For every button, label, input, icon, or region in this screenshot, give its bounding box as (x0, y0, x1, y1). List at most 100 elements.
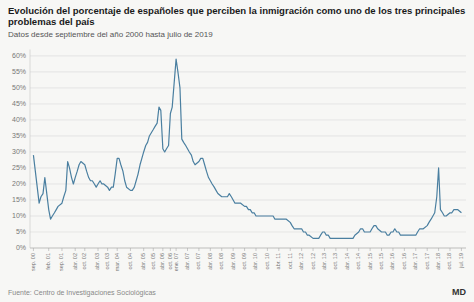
x-tick (324, 248, 325, 251)
x-tick-label: sep. 00 (30, 253, 36, 271)
x-tick (33, 248, 34, 251)
x-tick (255, 248, 256, 251)
x-tick (404, 248, 405, 251)
x-tick-label: oct. 03 (104, 253, 110, 270)
x-tick (98, 248, 99, 251)
x-tick (301, 248, 302, 251)
x-tick (461, 248, 462, 251)
grid-line (30, 248, 466, 249)
grid-line (30, 55, 466, 56)
x-tick-label: abr. 09 (230, 253, 236, 270)
grid-line (30, 167, 466, 168)
x-tick (75, 248, 76, 251)
x-tick (233, 248, 234, 251)
x-tick-label: abr. 05 (140, 253, 146, 270)
y-tick-label: 50% (12, 84, 26, 91)
x-tick-label: ene. 07 (173, 253, 179, 271)
y-tick-label: 60% (12, 52, 26, 59)
x-tick-label: oct. 08 (218, 253, 224, 270)
footer: Fuente: Centro de Investigaciones Sociol… (8, 289, 156, 297)
x-tick (143, 248, 144, 251)
x-tick (267, 248, 268, 251)
grid-line (30, 215, 466, 216)
title-line: Evolución del porcentaje de españoles qu… (8, 5, 465, 16)
x-tick-label: oct. 10 (264, 253, 270, 270)
x-tick-label: abr. 18 (435, 253, 441, 270)
x-tick-label: oct. 15 (378, 253, 384, 270)
grid-line (30, 151, 466, 152)
x-tick-label: abr. 10 (252, 253, 258, 270)
x-tick-label: oct. 13 (332, 253, 338, 270)
x-tick-label: abr. 17 (412, 253, 418, 270)
y-tick-label: 20% (12, 180, 26, 187)
y-tick-label: 15% (12, 196, 26, 203)
y-axis-line (30, 49, 31, 248)
grid-line (30, 135, 466, 136)
x-tick (347, 248, 348, 251)
x-tick (244, 248, 245, 251)
x-tick (187, 248, 188, 251)
grid-line (30, 199, 466, 200)
x-tick-label: oct. 02 (81, 253, 87, 270)
x-tick-label: abr. 03 (94, 253, 100, 270)
data-line (33, 59, 461, 238)
title: Evolución del porcentaje de españoles qu… (8, 5, 465, 28)
x-tick (48, 248, 49, 251)
x-tick (84, 248, 85, 251)
y-tick-label: 30% (12, 148, 26, 155)
y-tick-label: 10% (12, 212, 26, 219)
y-tick-label: 5% (16, 228, 26, 235)
x-tick-label: abr. 13 (321, 253, 327, 270)
grid-line (30, 103, 466, 104)
x-tick-label: mar. 04 (114, 253, 120, 271)
x-tick-label: abr. 16 (389, 253, 395, 270)
x-tick (335, 248, 336, 251)
x-tick (438, 248, 439, 251)
x-tick (415, 248, 416, 251)
x-tick-label: abr. 12 (298, 253, 304, 270)
x-tick-label: oct. 14 (355, 253, 361, 270)
chart: Evolución del porcentaje de españoles qu… (0, 0, 474, 302)
x-tick (153, 248, 154, 251)
x-tick-label: feb. 01 (45, 253, 51, 270)
x-tick-label: abr. 07 (184, 253, 190, 270)
grid-line (30, 71, 466, 72)
x-tick (381, 248, 382, 251)
y-tick-label: 40% (12, 116, 26, 123)
x-tick-label: oct. 07 (195, 253, 201, 270)
x-tick-label: jul. 19 (458, 253, 464, 269)
brand: MD (452, 287, 466, 297)
x-tick-label: sep. 01 (58, 253, 64, 271)
x-tick-label: oct. 05 (150, 253, 156, 270)
grid-line (30, 87, 466, 88)
title-line: problemas del país (8, 16, 94, 27)
x-tick-label: oct. 18 (446, 253, 452, 270)
x-tick-label: abr. 14 (344, 253, 350, 270)
x-tick (117, 248, 118, 251)
x-tick-label: abr. 08 (207, 253, 213, 270)
x-tick-label: oct. 11 (287, 253, 293, 269)
y-tick-label: 35% (12, 132, 26, 139)
x-tick (278, 248, 279, 251)
x-tick-label: abr. 11 (275, 253, 281, 269)
x-tick (313, 248, 314, 251)
x-tick-label: abr. 02 (72, 253, 78, 270)
y-tick-label: 55% (12, 68, 26, 75)
x-tick-label: oct. 12 (310, 253, 316, 270)
x-tick-label: abr. 15 (367, 253, 373, 270)
x-tick (358, 248, 359, 251)
x-tick (107, 248, 108, 251)
x-tick-label: oct. 09 (241, 253, 247, 270)
x-tick (170, 248, 171, 251)
plot-data (33, 59, 461, 238)
y-tick-label: 45% (12, 100, 26, 107)
x-tick (290, 248, 291, 251)
x-tick (370, 248, 371, 251)
grid-line (30, 231, 466, 232)
x-tick (162, 248, 163, 251)
x-tick (198, 248, 199, 251)
x-tick (61, 248, 62, 251)
x-tick (450, 248, 451, 251)
background (0, 0, 474, 302)
x-tick-label: oct. 16 (401, 253, 407, 270)
